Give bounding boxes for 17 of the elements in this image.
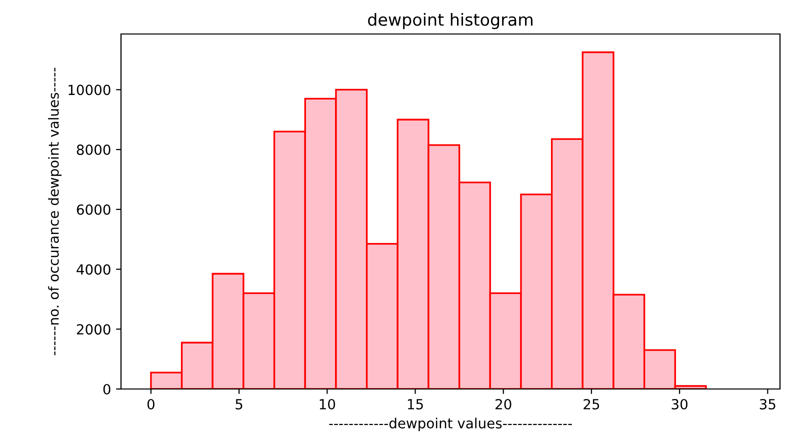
x-tick-label: 35 [760,398,776,410]
chart-title: dewpoint histogram [368,13,532,30]
x-tick-label: 5 [236,399,242,410]
x-tick-label: 15 [408,399,423,410]
y-tick-label: 0 [103,384,110,394]
x-tick-label: 10 [320,398,336,410]
y-tick-label: 8000 [76,144,110,156]
x-tick-label: 0 [147,398,154,410]
y-tick-label: 10000 [68,84,110,96]
y-tick-label: 2000 [76,324,110,335]
y-axis-title: ------no. of occurance dewpoint values----- [48,68,62,356]
y-tick-label: 6000 [76,204,110,215]
x-tick-label: 25 [584,398,600,410]
y-tick-label: 4000 [76,264,110,275]
x-tick-label: 20 [496,398,512,410]
x-axis-title: ------------dewpoint values-------------- [329,418,572,432]
x-tick-label: 30 [672,398,688,410]
